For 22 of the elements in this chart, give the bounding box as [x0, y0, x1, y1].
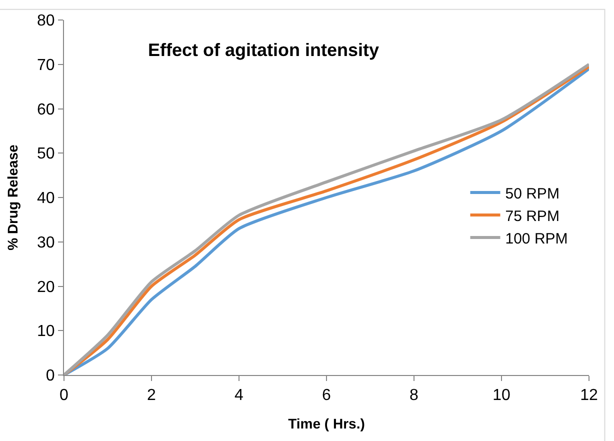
y-tick-label: 40	[37, 190, 55, 208]
y-tick-label: 50	[37, 146, 55, 163]
y-tick-label: 20	[37, 278, 55, 296]
y-tick-label: 30	[37, 234, 55, 252]
y-tick-label: 0	[46, 368, 55, 385]
legend-label: 100 RPM	[505, 230, 568, 248]
x-tick-label: 2	[147, 387, 156, 404]
x-tick-label: 12	[580, 387, 598, 404]
x-tick-label: 4	[234, 387, 244, 404]
x-tick-label: 0	[60, 387, 69, 404]
y-tick-label: 10	[37, 323, 55, 340]
text: Effect of agitation intensity	[148, 40, 380, 60]
y-axis-title: % Drug Release	[4, 144, 21, 250]
legend-label: 50 RPM	[505, 185, 560, 202]
y-tick-label: 80	[37, 12, 55, 30]
y-tick-label: 60	[37, 101, 55, 118]
y-tick-label: 70	[37, 56, 55, 74]
x-tick-label: 8	[410, 387, 419, 404]
x-tick-label: 6	[322, 387, 332, 404]
x-tick-label: 10	[492, 387, 510, 404]
x-axis-title: Time ( Hrs.)	[288, 416, 365, 432]
legend-label: 75 RPM	[505, 208, 560, 225]
